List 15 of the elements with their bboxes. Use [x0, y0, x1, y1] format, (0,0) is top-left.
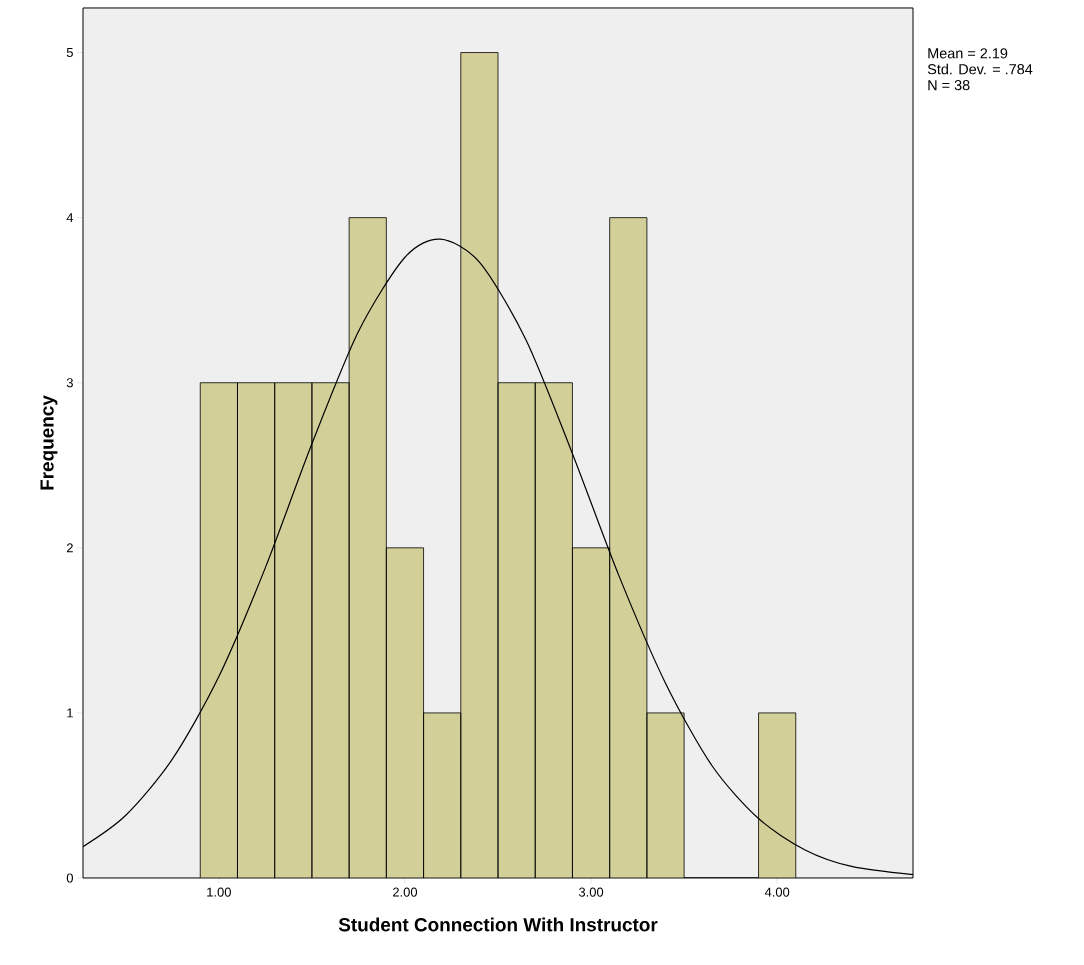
text: Std. Dev. = .784 — [927, 63, 1033, 75]
x-tick-label: 3.00 — [578, 887, 604, 897]
x-tick-label: 2.00 — [393, 887, 418, 897]
y-tick-label: 0 — [66, 873, 73, 883]
x-tick-label: 4.00 — [764, 887, 790, 897]
y-axis-title: Frequency — [40, 395, 58, 490]
y-tick-label: 4 — [66, 213, 74, 223]
y-tick-label: 5 — [66, 48, 73, 58]
text: N = 38 — [928, 80, 970, 91]
y-tick-label: 1 — [67, 708, 73, 718]
x-axis-title: Student Connection With Instructor — [338, 917, 658, 932]
text: Mean = 2.19 — [928, 48, 1008, 59]
y-tick-label: 3 — [66, 378, 73, 388]
y-tick-label: 2 — [66, 543, 73, 553]
x-tick-label: 1.00 — [207, 887, 231, 897]
